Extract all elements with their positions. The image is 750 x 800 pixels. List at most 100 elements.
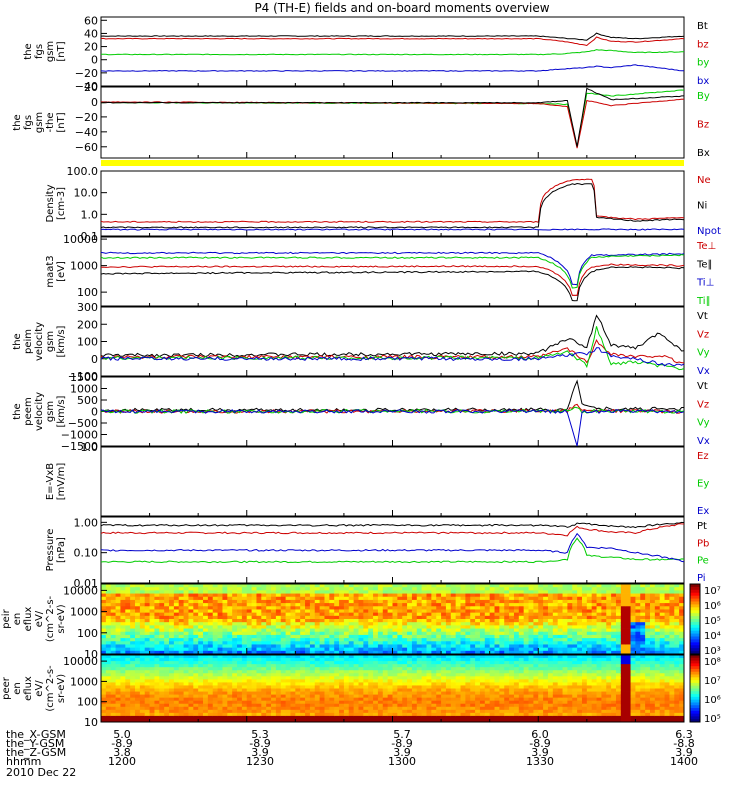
- spectrogram-cell: [460, 644, 466, 649]
- legend-entry: Vt: [697, 381, 708, 392]
- spectrogram-cell: [232, 655, 238, 659]
- spectrogram-cell: [392, 606, 398, 610]
- spectrogram-cell: [198, 691, 204, 695]
- spectrogram-cell: [596, 584, 602, 588]
- y-axis-label: peir: [1, 608, 12, 628]
- spectrogram-cell: [101, 676, 107, 680]
- spectrogram-cell: [353, 587, 359, 591]
- spectrogram-cell: [484, 655, 491, 659]
- y-tick-label: 300: [77, 301, 98, 314]
- spectrogram-cell: [217, 638, 223, 642]
- spectrogram-cell: [547, 593, 554, 598]
- spectrogram-cell: [373, 625, 379, 629]
- spectrogram-cell: [625, 590, 631, 594]
- spectrogram-cell: [309, 606, 316, 610]
- spectrogram-cell: [606, 609, 612, 614]
- spectrogram-cell: [120, 606, 126, 610]
- spectrogram-cell: [411, 670, 418, 674]
- spectrogram-cell: [518, 679, 525, 683]
- spectrogram-cell: [358, 658, 364, 662]
- spectrogram-cell: [135, 718, 141, 723]
- spectrogram-cell: [533, 641, 539, 645]
- spectrogram-cell: [237, 603, 243, 607]
- spectrogram-cell: [460, 709, 466, 714]
- spectrogram-cell: [246, 631, 253, 636]
- spectrogram-cell: [635, 644, 641, 649]
- spectrogram-cell: [494, 682, 500, 686]
- spectrogram-cell: [232, 703, 238, 708]
- spectrogram-cell: [290, 619, 296, 623]
- legend-entry: Ey: [697, 479, 709, 490]
- spectrogram-cell: [392, 715, 398, 720]
- spectrogram-cell: [426, 694, 432, 699]
- spectrogram-cell: [392, 596, 398, 601]
- spectrogram-cell: [543, 625, 549, 629]
- spectrogram-cell: [154, 590, 160, 594]
- spectrogram-cell: [329, 715, 335, 720]
- spectrogram-cell: [494, 612, 500, 617]
- spectrogram-cell: [441, 670, 447, 674]
- spectrogram-cell: [198, 650, 204, 655]
- spectrogram-cell: [188, 593, 194, 598]
- spectrogram-cell: [431, 694, 437, 699]
- spectrogram-cell: [222, 661, 228, 665]
- spectrogram-cell: [139, 634, 146, 639]
- spectrogram-cell: [363, 622, 369, 626]
- spectrogram-cell: [169, 679, 175, 683]
- spectrogram-cell: [572, 612, 578, 617]
- spectrogram-cell: [377, 587, 384, 591]
- spectrogram-cell: [513, 584, 520, 588]
- spectrogram-cell: [470, 703, 476, 708]
- spectrogram-cell: [309, 703, 316, 708]
- spectrogram-cell: [339, 661, 345, 665]
- colorbar-step: [690, 610, 700, 614]
- spectrogram-cell: [183, 603, 189, 607]
- spectrogram-cell: [334, 691, 340, 695]
- spectrogram-cell: [314, 584, 321, 588]
- spectrogram-cell: [630, 625, 636, 629]
- spectrogram-cell: [135, 638, 141, 642]
- spectrogram-cell: [207, 691, 214, 695]
- spectrogram-cell: [586, 609, 593, 614]
- spectrogram-cell: [193, 593, 199, 598]
- spectrogram-cell: [319, 682, 325, 686]
- spectrogram-cell: [246, 647, 253, 652]
- spectrogram-cell: [479, 641, 486, 645]
- spectrogram-cell: [518, 718, 525, 723]
- spectrogram-cell: [659, 593, 665, 598]
- spectrogram-cell: [188, 685, 194, 689]
- spectrogram-cell: [586, 606, 593, 610]
- spectrogram-cell: [494, 658, 500, 662]
- spectrogram-cell: [266, 590, 272, 594]
- spectrogram-cell: [620, 625, 627, 629]
- spectrogram-cell: [173, 590, 180, 594]
- spectrogram-cell: [173, 615, 180, 620]
- spectrogram-cell: [533, 673, 539, 677]
- spectrogram-cell: [212, 697, 218, 702]
- spectrogram-cell: [606, 593, 612, 598]
- y-tick-label: −60: [75, 141, 98, 154]
- spectrogram-cell: [222, 650, 228, 655]
- spectrogram-cell: [489, 622, 495, 626]
- spectrogram-cell: [173, 634, 180, 639]
- spectrogram-cell: [207, 679, 214, 683]
- spectrogram-cell: [455, 609, 461, 614]
- spectrogram-cell: [407, 688, 413, 692]
- spectrogram-cell: [577, 634, 583, 639]
- spectrogram-cell: [659, 587, 665, 591]
- spectrogram-cell: [251, 685, 257, 689]
- spectrogram-cell: [460, 673, 466, 677]
- spectrogram-cell: [547, 615, 554, 620]
- spectrogram-cell: [581, 599, 588, 604]
- spectrogram-cell: [309, 682, 316, 686]
- spectrogram-cell: [654, 619, 661, 623]
- spectrogram-cell: [659, 599, 665, 604]
- spectrogram-cell: [489, 590, 495, 594]
- spectrogram-cell: [309, 694, 316, 699]
- spectrogram-cell: [567, 596, 573, 601]
- spectrogram-cell: [203, 676, 209, 680]
- spectrogram-cell: [538, 619, 544, 623]
- spectrogram-cell: [237, 644, 243, 649]
- spectrogram-cell: [339, 584, 345, 588]
- spectrogram-cell: [115, 644, 121, 649]
